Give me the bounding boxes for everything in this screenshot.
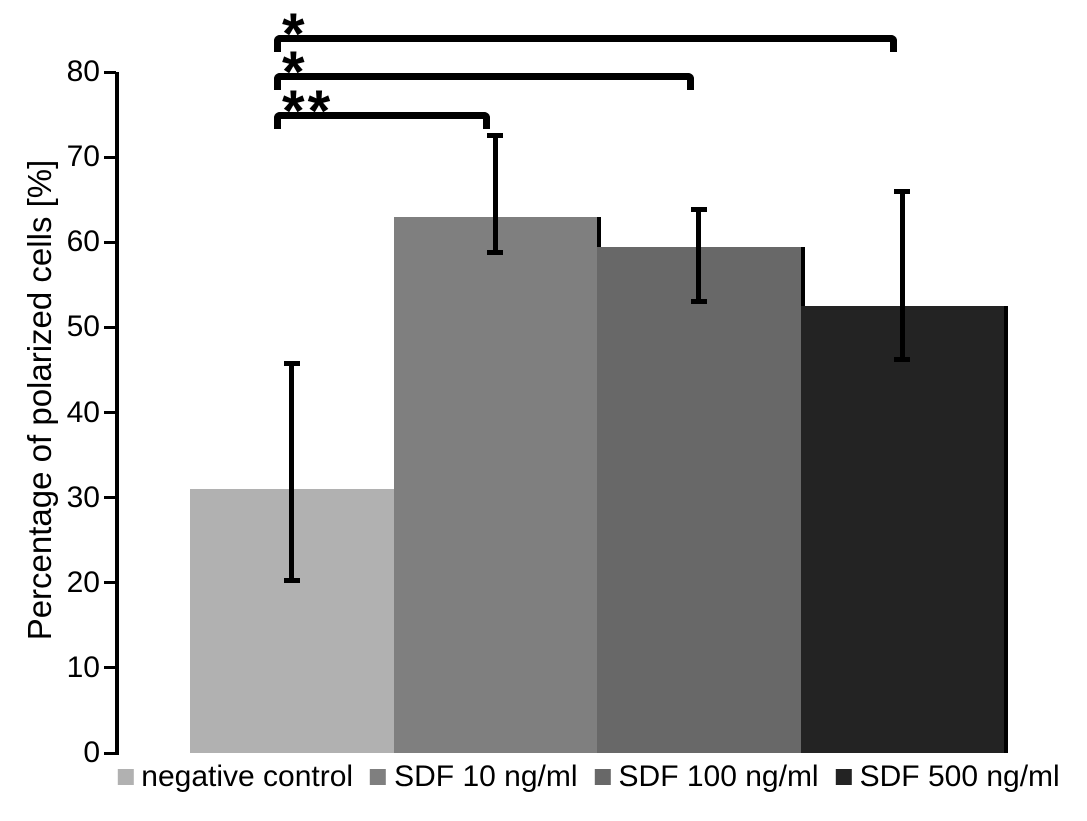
error-bar-top-cap	[487, 133, 504, 139]
y-tick	[104, 70, 116, 74]
y-tick	[104, 496, 116, 500]
y-tick	[104, 325, 116, 329]
legend-item: SDF 500 ng/ml	[835, 760, 1060, 794]
y-tick-label: 30	[66, 480, 100, 514]
error-bar-top-cap	[894, 188, 911, 194]
error-bar-top-cap	[690, 207, 707, 213]
error-bar-bottom-cap	[283, 577, 300, 583]
legend-swatch	[835, 769, 852, 785]
error-bar	[492, 135, 498, 253]
legend-item: SDF 100 ng/ml	[594, 760, 819, 794]
y-tick-label: 0	[83, 736, 100, 769]
y-tick	[104, 411, 116, 414]
significance-bracket	[274, 73, 694, 90]
legend-swatch	[117, 769, 134, 785]
y-tick-label: 70	[66, 140, 100, 174]
significance-label: *	[282, 2, 308, 67]
error-bar-top-cap	[283, 360, 300, 366]
significance-bracket	[274, 112, 491, 129]
y-tick	[104, 240, 116, 244]
legend-label: SDF 10 ng/ml	[394, 760, 578, 793]
bar	[597, 246, 805, 753]
legend-swatch	[594, 769, 611, 785]
legend-label: negative control	[141, 760, 354, 793]
y-tick-label: 60	[66, 225, 100, 259]
y-tick-label: 40	[66, 395, 100, 429]
y-tick-label: 50	[66, 310, 100, 344]
error-bar-bottom-cap	[894, 357, 911, 363]
y-tick	[104, 581, 116, 585]
bar	[800, 306, 1008, 753]
significance-label: *	[282, 40, 308, 105]
error-bar	[899, 191, 905, 360]
error-bar	[289, 363, 295, 581]
legend-item: SDF 10 ng/ml	[370, 760, 578, 794]
significance-bracket	[274, 35, 898, 52]
y-axis-line	[115, 72, 119, 755]
bar	[393, 216, 601, 753]
legend-label: SDF 500 ng/ml	[859, 760, 1060, 793]
y-tick	[104, 666, 116, 670]
error-bar-bottom-cap	[487, 249, 504, 255]
error-bar-bottom-cap	[690, 299, 707, 305]
legend-label: SDF 100 ng/ml	[618, 760, 819, 793]
significance-label: **	[282, 79, 334, 144]
legend-swatch	[370, 769, 387, 785]
legend: negative control SDF 10 ng/ml SDF 100 ng/m…	[117, 760, 1060, 794]
error-bar	[696, 209, 702, 302]
y-tick	[104, 155, 116, 159]
y-tick-label: 20	[66, 565, 100, 599]
legend-item: negative control	[117, 760, 353, 794]
y-tick-label: 80	[66, 55, 100, 88]
y-tick	[104, 751, 116, 755]
y-tick-label: 10	[66, 650, 100, 684]
